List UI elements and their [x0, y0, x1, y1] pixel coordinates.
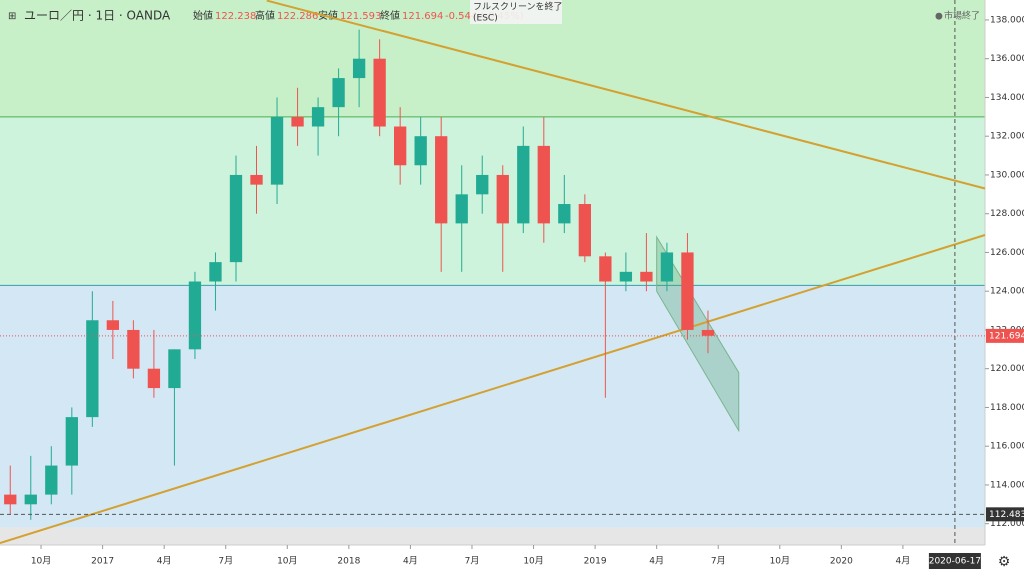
candle-body	[86, 320, 99, 418]
candle-body	[414, 136, 427, 166]
y-tick-label: 112.000	[990, 519, 1024, 529]
value: 122.238	[215, 11, 256, 22]
x-tick-label: 4月	[403, 556, 418, 567]
y-tick-label: 130.000	[990, 170, 1024, 180]
crosshair-x-label: 2020-06-17	[929, 557, 981, 567]
label: 終値	[380, 9, 400, 22]
candle-body	[701, 329, 715, 336]
candle-body	[291, 116, 304, 127]
candle-body	[558, 204, 571, 224]
x-tick-label: 2019	[584, 557, 607, 567]
y-tick-label: 118.000	[990, 403, 1024, 413]
candle-body	[229, 174, 243, 263]
label: 始値	[193, 9, 213, 22]
candle-body	[270, 116, 284, 185]
x-tick-label: 10月	[523, 556, 543, 567]
zone	[0, 527, 985, 545]
x-axis-panel	[0, 545, 1024, 575]
symbol[interactable]: ユーロ／円 · 1日 · OANDA	[24, 9, 171, 23]
value: 122.286	[277, 11, 318, 22]
label: 高値	[255, 9, 275, 22]
candle-body	[127, 329, 140, 369]
candle-body	[496, 174, 509, 224]
candle-body	[373, 58, 386, 127]
candle-body	[4, 494, 17, 505]
candle-body	[435, 136, 448, 224]
tooltip: (ESC)	[473, 14, 498, 24]
zone	[0, 285, 985, 528]
candle-body	[106, 320, 120, 330]
candle-body	[394, 126, 407, 166]
x-tick-label: 4月	[157, 556, 172, 567]
candle-body	[65, 417, 78, 466]
x-tick-label: 10月	[770, 556, 790, 567]
candle-body	[250, 174, 263, 185]
candle-body	[311, 107, 325, 127]
crosshair-y-label: 112.483	[989, 510, 1024, 520]
candle-body	[45, 465, 58, 495]
candle-body	[332, 78, 345, 108]
tooltip: フルスクリーンを終了	[473, 1, 563, 13]
x-tick-label: 2020	[830, 557, 853, 567]
value: 121.593	[340, 11, 381, 22]
x-tick-label: 10月	[31, 556, 51, 567]
candle-body	[660, 252, 674, 282]
trendline	[0, 234, 986, 545]
candle-body	[640, 271, 653, 282]
y-tick-label: 116.000	[990, 442, 1024, 452]
y-tick-label: 114.000	[990, 480, 1024, 490]
candle-body	[168, 349, 181, 389]
candle-body	[147, 368, 161, 389]
y-tick-label: 134.000	[990, 93, 1024, 103]
value: 121.694	[402, 11, 443, 22]
candle-body	[599, 256, 612, 282]
x-tick-label: 7月	[218, 556, 233, 567]
candle-body	[455, 194, 468, 224]
last-price-tag	[986, 328, 1024, 343]
candle-body	[476, 174, 489, 195]
x-tick-label: 2017	[91, 557, 114, 567]
channel	[656, 235, 740, 433]
x-tick-label: 7月	[465, 556, 480, 567]
last-price-label: 121.694	[989, 331, 1024, 341]
tooltip-bg	[470, 0, 562, 24]
x-tick-label: 4月	[896, 556, 911, 567]
crosshair-y-tag	[986, 507, 1024, 522]
y-tick-label: 138.000	[990, 15, 1024, 25]
y-tick-label: 132.000	[990, 132, 1024, 142]
candle-body	[681, 252, 694, 330]
y-axis-panel	[985, 0, 1024, 575]
y-tick-label: 128.000	[990, 209, 1024, 219]
candle-body	[619, 271, 633, 282]
x-tick-label: 7月	[711, 556, 726, 567]
status: ●	[935, 12, 943, 22]
candle-body	[517, 145, 530, 224]
crosshair-x-tag	[928, 553, 981, 569]
candle-body	[352, 58, 366, 79]
y-tick-label: 124.000	[990, 287, 1024, 297]
x-tick-label: 2018	[337, 557, 360, 567]
candle-body	[24, 494, 37, 505]
x-tick-label: 10月	[277, 556, 297, 567]
y-tick-label: 120.000	[990, 364, 1024, 374]
candle-body	[537, 145, 550, 224]
x-tick-label: 4月	[649, 556, 664, 567]
zone	[0, 116, 985, 286]
candle-body	[209, 262, 222, 282]
trendline	[266, 0, 986, 190]
icon[interactable]: ⊞	[8, 11, 16, 22]
settings[interactable]: ⚙	[998, 554, 1011, 570]
y-tick-label: 136.000	[990, 54, 1024, 64]
status: 市場終了	[944, 10, 980, 22]
candle-body	[578, 204, 591, 257]
candle-body	[188, 281, 202, 350]
y-tick-label: 126.000	[990, 248, 1024, 258]
